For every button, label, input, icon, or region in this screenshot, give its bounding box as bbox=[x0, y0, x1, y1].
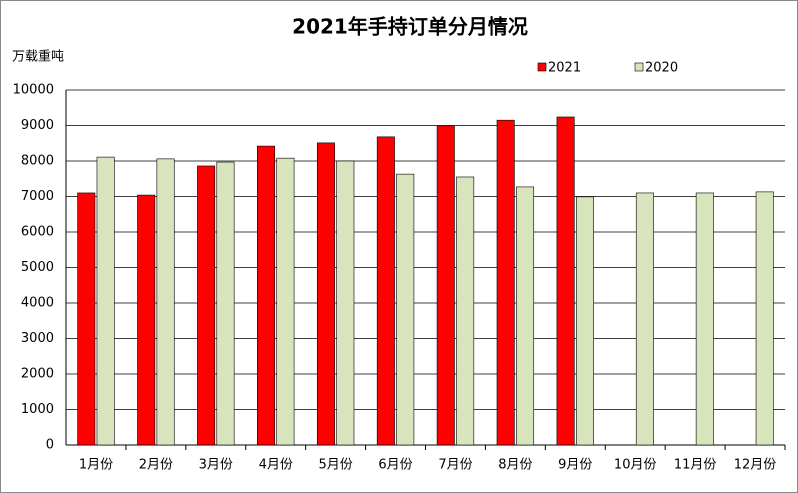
bar bbox=[336, 160, 355, 446]
y-axis-label: 万载重吨 bbox=[12, 49, 64, 65]
bar bbox=[156, 158, 175, 446]
x-tick-label: 11月份 bbox=[674, 458, 717, 473]
bar bbox=[96, 156, 115, 446]
x-tick-label: 9月份 bbox=[558, 458, 592, 473]
x-tick-label: 10月份 bbox=[614, 458, 657, 473]
y-tick-label: 3000 bbox=[21, 331, 54, 346]
x-tick-label: 1月份 bbox=[79, 458, 113, 473]
bar bbox=[436, 125, 455, 446]
bar bbox=[77, 192, 96, 446]
bar bbox=[257, 145, 276, 446]
x-tick-label: 4月份 bbox=[259, 458, 293, 473]
bar bbox=[137, 194, 156, 446]
legend-swatch bbox=[537, 62, 547, 72]
legend-swatch bbox=[634, 62, 644, 72]
y-tick-label: 10000 bbox=[13, 83, 54, 98]
x-tick-label: 7月份 bbox=[438, 458, 472, 473]
bar bbox=[316, 142, 335, 446]
bar bbox=[376, 136, 395, 446]
y-tick-label: 9000 bbox=[21, 118, 54, 133]
x-tick-label: 12月份 bbox=[734, 458, 777, 473]
bar bbox=[556, 116, 575, 446]
bar bbox=[496, 119, 515, 446]
bar bbox=[635, 192, 654, 446]
bar bbox=[516, 186, 535, 446]
y-tick-label: 7000 bbox=[21, 189, 54, 204]
x-tick-label: 5月份 bbox=[318, 458, 352, 473]
y-tick-label: 8000 bbox=[21, 154, 54, 169]
bar bbox=[197, 165, 216, 446]
x-tick-label: 2月份 bbox=[139, 458, 173, 473]
y-tick-label: 0 bbox=[46, 438, 54, 453]
bar bbox=[216, 161, 235, 446]
bar bbox=[755, 191, 774, 446]
y-tick-label: 6000 bbox=[21, 225, 54, 240]
chart-title: 2021年手持订单分月情况 bbox=[292, 15, 528, 39]
y-tick-label: 5000 bbox=[21, 260, 54, 275]
bar bbox=[456, 176, 475, 446]
legend-label: 2021 bbox=[548, 61, 581, 76]
bar bbox=[575, 196, 594, 446]
x-tick-label: 8月份 bbox=[498, 458, 532, 473]
x-tick-label: 6月份 bbox=[378, 458, 412, 473]
bar bbox=[695, 192, 714, 446]
bar bbox=[276, 157, 295, 446]
bar bbox=[396, 173, 415, 446]
x-tick-label: 3月份 bbox=[199, 458, 233, 473]
legend-label: 2020 bbox=[645, 61, 678, 76]
y-tick-label: 1000 bbox=[21, 402, 54, 417]
y-tick-label: 2000 bbox=[21, 367, 54, 382]
y-tick-label: 4000 bbox=[21, 296, 54, 311]
